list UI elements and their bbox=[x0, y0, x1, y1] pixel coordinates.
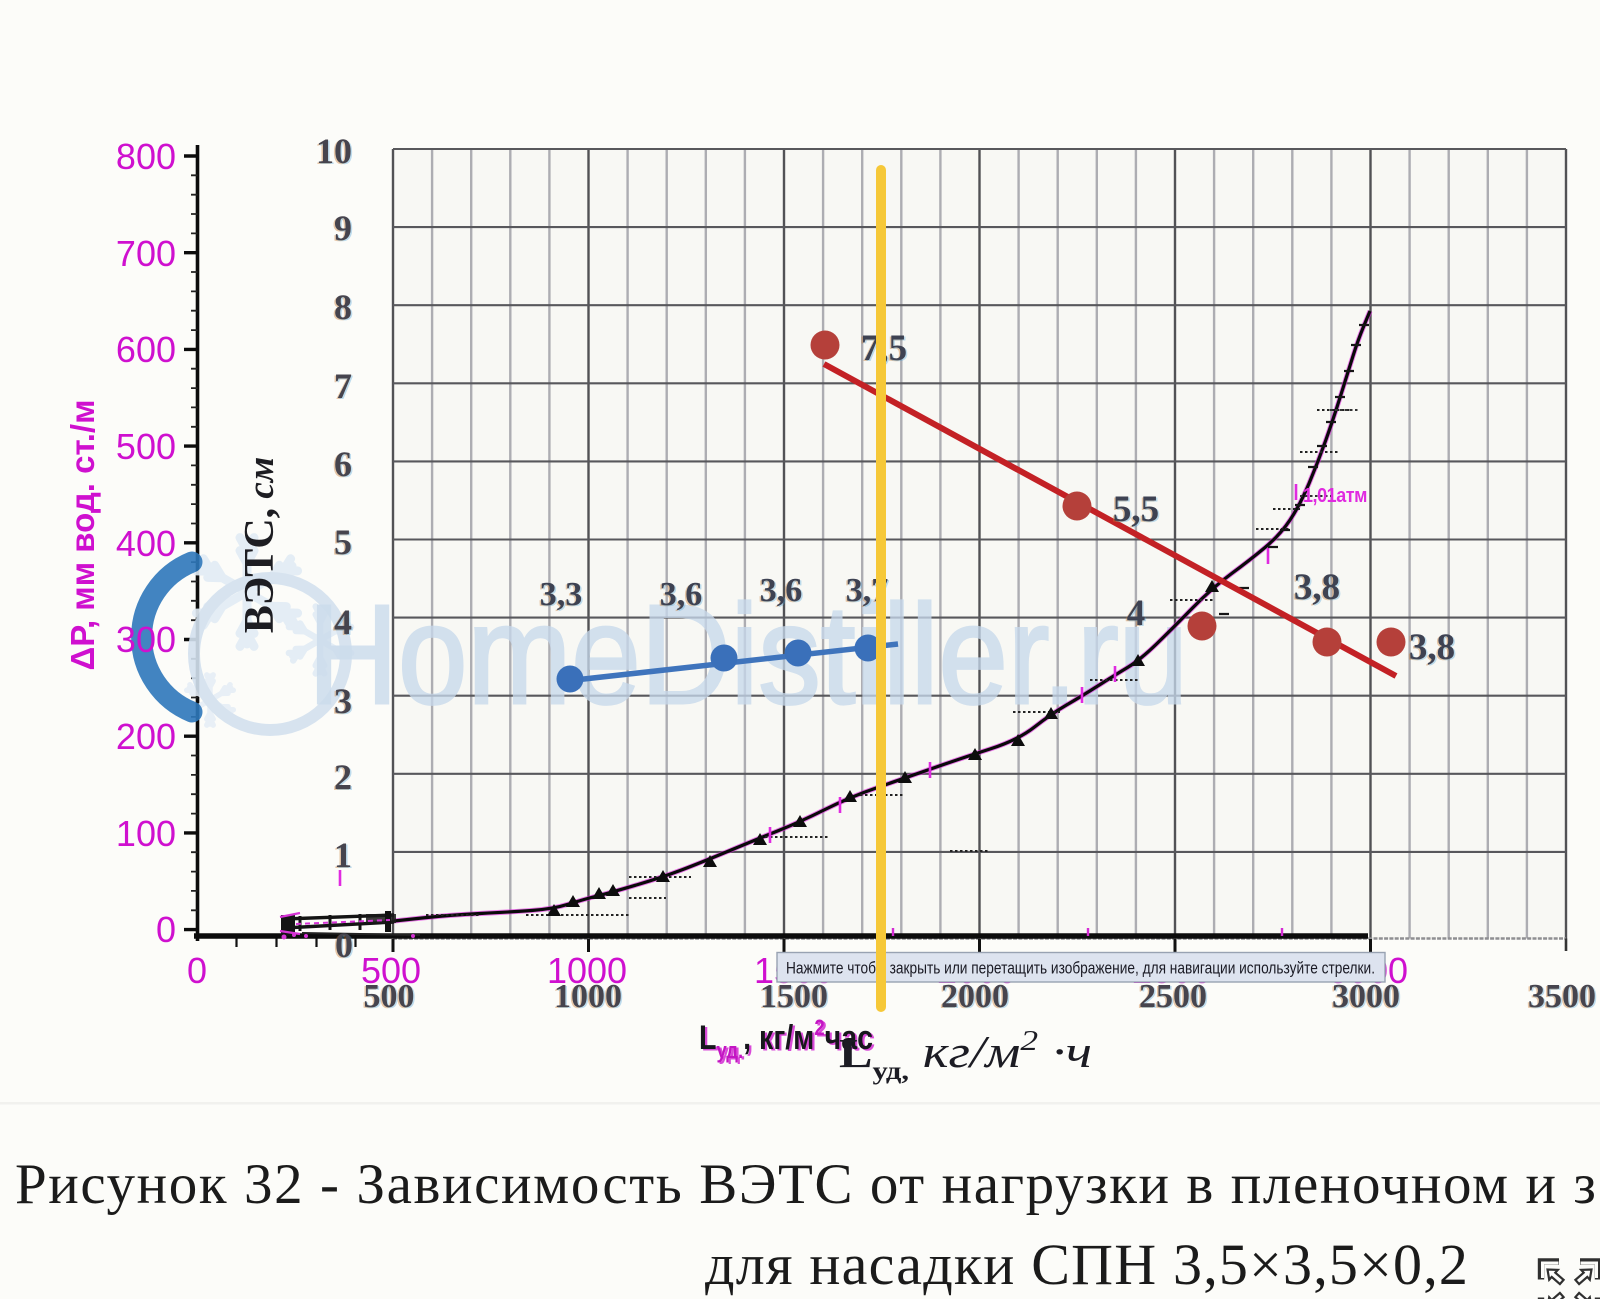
svg-text:1000: 1000 bbox=[553, 979, 621, 1016]
svg-text:4: 4 bbox=[1128, 594, 1147, 635]
svg-text:400: 400 bbox=[116, 523, 176, 564]
svg-text:1,01атм: 1,01атм bbox=[1303, 485, 1367, 507]
svg-text:8: 8 bbox=[334, 287, 352, 327]
svg-text:2000: 2000 bbox=[943, 979, 1011, 1016]
svg-text:0: 0 bbox=[187, 950, 207, 991]
svg-text:600: 600 bbox=[116, 329, 176, 370]
svg-text:5: 5 bbox=[336, 523, 354, 563]
svg-text:4: 4 bbox=[1125, 594, 1144, 635]
svg-text:3,3: 3,3 bbox=[540, 576, 583, 613]
svg-text:2: 2 bbox=[333, 758, 351, 798]
svg-text:500: 500 bbox=[362, 979, 413, 1016]
svg-text:4: 4 bbox=[336, 603, 354, 643]
svg-text:1000: 1000 bbox=[554, 978, 622, 1015]
svg-text:800: 800 bbox=[116, 136, 176, 177]
svg-text:0: 0 bbox=[156, 909, 176, 950]
svg-text:3500: 3500 bbox=[1527, 979, 1595, 1016]
svg-text:2500: 2500 bbox=[1138, 979, 1206, 1016]
svg-text:1500: 1500 bbox=[762, 979, 830, 1016]
svg-text:3,8: 3,8 bbox=[1295, 568, 1341, 609]
svg-text:10: 10 bbox=[315, 132, 351, 172]
svg-text:2: 2 bbox=[334, 757, 352, 797]
svg-text:HomeDistiller.ru: HomeDistiller.ru bbox=[308, 575, 1188, 733]
svg-text:Lуд, кг/м2 ·ч: Lуд, кг/м 2 ·ч bbox=[839, 1025, 1092, 1085]
svg-text:4: 4 bbox=[1127, 593, 1146, 634]
svg-text:9: 9 bbox=[333, 209, 351, 249]
svg-text:5: 5 bbox=[333, 523, 351, 563]
svg-text:5,5: 5,5 bbox=[1113, 489, 1159, 530]
svg-text:1: 1 bbox=[336, 836, 354, 876]
svg-text:3500: 3500 bbox=[1528, 978, 1596, 1015]
svg-text:9: 9 bbox=[334, 208, 352, 248]
svg-text:500: 500 bbox=[364, 978, 415, 1015]
svg-text:3,6: 3,6 bbox=[760, 572, 803, 609]
svg-text:6: 6 bbox=[333, 445, 351, 485]
svg-text:3,6: 3,6 bbox=[758, 573, 801, 610]
svg-text:3,8: 3,8 bbox=[1407, 628, 1453, 669]
svg-text:0: 0 bbox=[337, 926, 355, 966]
svg-text:7: 7 bbox=[336, 367, 354, 407]
svg-text:3,8: 3,8 bbox=[1292, 568, 1338, 609]
svg-text:1500: 1500 bbox=[760, 978, 828, 1015]
svg-text:2500: 2500 bbox=[1141, 979, 1209, 1016]
svg-text:7: 7 bbox=[334, 366, 352, 406]
svg-text:3: 3 bbox=[336, 682, 354, 722]
svg-text:7: 7 bbox=[333, 367, 351, 407]
svg-text:3000: 3000 bbox=[1331, 979, 1399, 1016]
svg-text:8: 8 bbox=[336, 288, 354, 328]
svg-text:3: 3 bbox=[334, 681, 352, 721]
svg-text:5,5: 5,5 bbox=[1111, 490, 1157, 531]
svg-text:Рисунок 32 - Зависимость ВЭТС: Рисунок 32 - Зависимость ВЭТС от нагрузк… bbox=[15, 1153, 1598, 1216]
svg-text:1500: 1500 bbox=[759, 979, 827, 1016]
svg-text:3,3: 3,3 bbox=[538, 577, 581, 614]
svg-text:ВЭТС, см: ВЭТС, см bbox=[237, 457, 283, 633]
svg-text:5,5: 5,5 bbox=[1114, 490, 1160, 531]
svg-text:3: 3 bbox=[333, 682, 351, 722]
svg-text:500: 500 bbox=[361, 950, 421, 991]
svg-text:1000: 1000 bbox=[556, 979, 624, 1016]
svg-text:700: 700 bbox=[116, 233, 176, 274]
svg-text:10: 10 bbox=[318, 132, 354, 172]
svg-text:3500: 3500 bbox=[1530, 979, 1598, 1016]
svg-text:3,6: 3,6 bbox=[660, 576, 703, 613]
svg-text:3,8: 3,8 bbox=[1410, 628, 1456, 669]
svg-text:2000: 2000 bbox=[940, 979, 1008, 1016]
svg-text:2500: 2500 bbox=[1139, 978, 1207, 1015]
svg-text:6: 6 bbox=[336, 445, 354, 485]
svg-text:200: 200 bbox=[116, 716, 176, 757]
svg-text:ΔP, мм вод. ст./м: ΔP, мм вод. ст./м bbox=[64, 399, 101, 670]
svg-text:3,6: 3,6 bbox=[658, 577, 701, 614]
svg-text:8: 8 bbox=[333, 288, 351, 328]
svg-text:для насадки СПН 3,5×3,5×0,2: для насадки СПН 3,5×3,5×0,2 bbox=[705, 1232, 1469, 1297]
svg-text:5: 5 bbox=[334, 522, 352, 562]
svg-text:3,8: 3,8 bbox=[1409, 627, 1455, 668]
svg-text:6: 6 bbox=[334, 444, 352, 484]
svg-text:3000: 3000 bbox=[1334, 979, 1402, 1016]
svg-text:3,3: 3,3 bbox=[541, 577, 584, 614]
svg-text:1: 1 bbox=[334, 835, 352, 875]
svg-text:10: 10 bbox=[316, 131, 352, 171]
svg-text:3000: 3000 bbox=[1332, 978, 1400, 1015]
svg-text:2: 2 bbox=[336, 758, 354, 798]
svg-text:3,6: 3,6 bbox=[661, 577, 704, 614]
svg-text:3,6: 3,6 bbox=[761, 573, 804, 610]
svg-text:500: 500 bbox=[365, 979, 416, 1016]
svg-text:100: 100 bbox=[116, 813, 176, 854]
svg-text:0: 0 bbox=[334, 926, 352, 966]
svg-text:1000: 1000 bbox=[547, 950, 627, 991]
svg-text:300: 300 bbox=[116, 619, 176, 660]
svg-text:0: 0 bbox=[335, 925, 353, 965]
svg-text:4: 4 bbox=[334, 602, 352, 642]
svg-text:1: 1 bbox=[333, 836, 351, 876]
svg-text:9: 9 bbox=[336, 209, 354, 249]
svg-text:3,8: 3,8 bbox=[1294, 567, 1340, 608]
svg-text:2000: 2000 bbox=[941, 978, 1009, 1015]
svg-text:500: 500 bbox=[116, 426, 176, 467]
svg-text:4: 4 bbox=[333, 603, 351, 643]
svg-text:Нажмите чтобы закрыть или пере: Нажмите чтобы закрыть или перетащить изо… bbox=[786, 960, 1375, 978]
